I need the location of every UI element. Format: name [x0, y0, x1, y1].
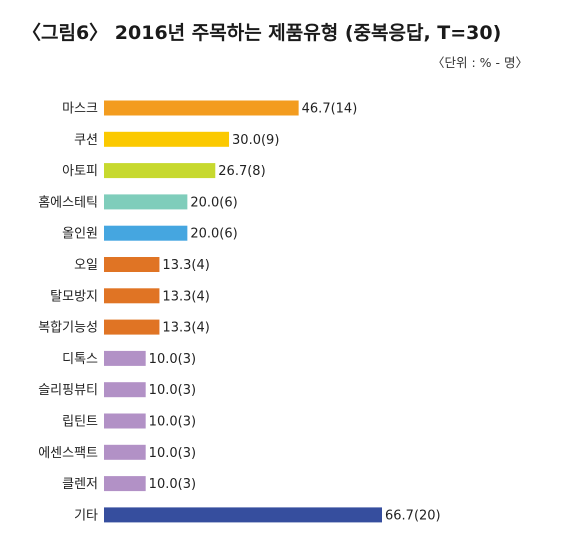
value-label: 20.0(6): [190, 195, 237, 210]
value-label: 66.7(20): [385, 508, 441, 523]
bar: [104, 194, 188, 210]
category-label: 탈모방지: [50, 289, 98, 304]
value-label: 10.0(3): [149, 415, 196, 430]
category-label: 마스크: [62, 102, 98, 117]
bar: [104, 413, 146, 429]
value-label: 10.0(3): [149, 477, 196, 492]
bar: [104, 131, 230, 147]
category-label: 오일: [74, 258, 98, 273]
bar: [104, 100, 299, 116]
bar: [104, 225, 188, 241]
bar: [104, 350, 146, 366]
bar: [104, 444, 146, 460]
category-label: 복합기능성: [38, 321, 98, 336]
value-label: 20.0(6): [190, 227, 237, 242]
chart-title: 〈그림6〉 2016년 주목하는 제품유형 (중복응답, T=30): [22, 22, 502, 44]
category-label: 아토피: [62, 164, 98, 179]
category-label: 에센스팩트: [38, 446, 98, 461]
bar: [104, 476, 146, 492]
bar: [104, 319, 160, 335]
category-label: 쿠션: [74, 133, 98, 148]
value-label: 10.0(3): [149, 352, 196, 367]
value-label: 13.3(4): [162, 321, 209, 336]
category-label: 기타: [74, 508, 98, 523]
bar: [104, 288, 160, 304]
bar: [104, 507, 382, 523]
category-label: 슬리핑뷰티: [38, 383, 98, 398]
bar: [104, 257, 160, 272]
value-label: 26.7(8): [218, 164, 265, 179]
unit-note: 〈단위 : % - 명〉: [432, 55, 528, 70]
bar: [104, 382, 146, 398]
category-label: 클렌저: [62, 477, 98, 492]
category-label: 립틴트: [62, 415, 98, 430]
bar: [104, 163, 216, 179]
value-label: 10.0(3): [149, 446, 196, 461]
category-label: 올인원: [62, 227, 98, 242]
value-label: 46.7(14): [302, 102, 358, 117]
value-label: 13.3(4): [162, 289, 209, 304]
category-label: 홈에스테틱: [38, 195, 98, 210]
category-label: 디톡스: [62, 352, 98, 367]
value-label: 30.0(9): [232, 133, 279, 148]
value-label: 10.0(3): [149, 383, 196, 398]
value-label: 13.3(4): [162, 258, 209, 273]
